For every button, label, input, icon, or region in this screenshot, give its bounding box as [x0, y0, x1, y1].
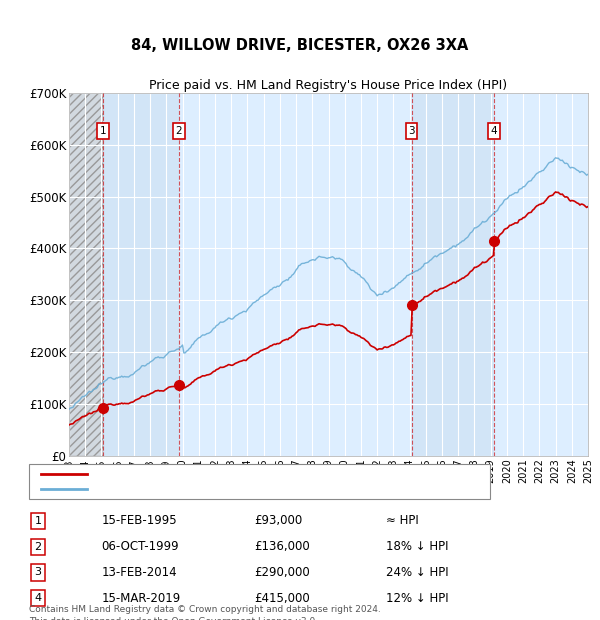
Text: 13-FEB-2014: 13-FEB-2014 [101, 566, 177, 579]
Text: 2: 2 [175, 126, 182, 136]
Bar [69, 93, 103, 456]
Text: 06-OCT-1999: 06-OCT-1999 [101, 540, 179, 553]
Text: £415,000: £415,000 [254, 591, 310, 604]
Text: 15-MAR-2019: 15-MAR-2019 [101, 591, 181, 604]
Text: 84, WILLOW DRIVE, BICESTER, OX26 3XA: 84, WILLOW DRIVE, BICESTER, OX26 3XA [131, 38, 469, 53]
Text: £136,000: £136,000 [254, 540, 310, 553]
Text: 4: 4 [491, 126, 497, 136]
Text: 3: 3 [34, 567, 41, 577]
Text: 84, WILLOW DRIVE, BICESTER, OX26 3XA (detached house): 84, WILLOW DRIVE, BICESTER, OX26 3XA (de… [95, 469, 426, 479]
Text: £290,000: £290,000 [254, 566, 310, 579]
Text: 18% ↓ HPI: 18% ↓ HPI [386, 540, 449, 553]
Title: Price paid vs. HM Land Registry's House Price Index (HPI): Price paid vs. HM Land Registry's House … [149, 79, 508, 92]
Text: 24% ↓ HPI: 24% ↓ HPI [386, 566, 449, 579]
Text: 12% ↓ HPI: 12% ↓ HPI [386, 591, 449, 604]
Text: HPI: Average price, detached house, Cherwell: HPI: Average price, detached house, Cher… [95, 484, 350, 494]
Text: This data is licensed under the Open Government Licence v3.0.: This data is licensed under the Open Gov… [29, 618, 319, 620]
Text: ≈ HPI: ≈ HPI [386, 515, 419, 528]
Text: Contains HM Land Registry data © Crown copyright and database right 2024.: Contains HM Land Registry data © Crown c… [29, 604, 381, 614]
Text: 1: 1 [34, 516, 41, 526]
Text: £93,000: £93,000 [254, 515, 302, 528]
Text: 2: 2 [34, 542, 41, 552]
Text: 1: 1 [100, 126, 107, 136]
Bar [103, 93, 179, 456]
Text: 15-FEB-1995: 15-FEB-1995 [101, 515, 177, 528]
Text: 3: 3 [408, 126, 415, 136]
Bar [412, 93, 494, 456]
Text: 4: 4 [34, 593, 41, 603]
Bar [69, 93, 103, 456]
FancyBboxPatch shape [29, 464, 490, 499]
